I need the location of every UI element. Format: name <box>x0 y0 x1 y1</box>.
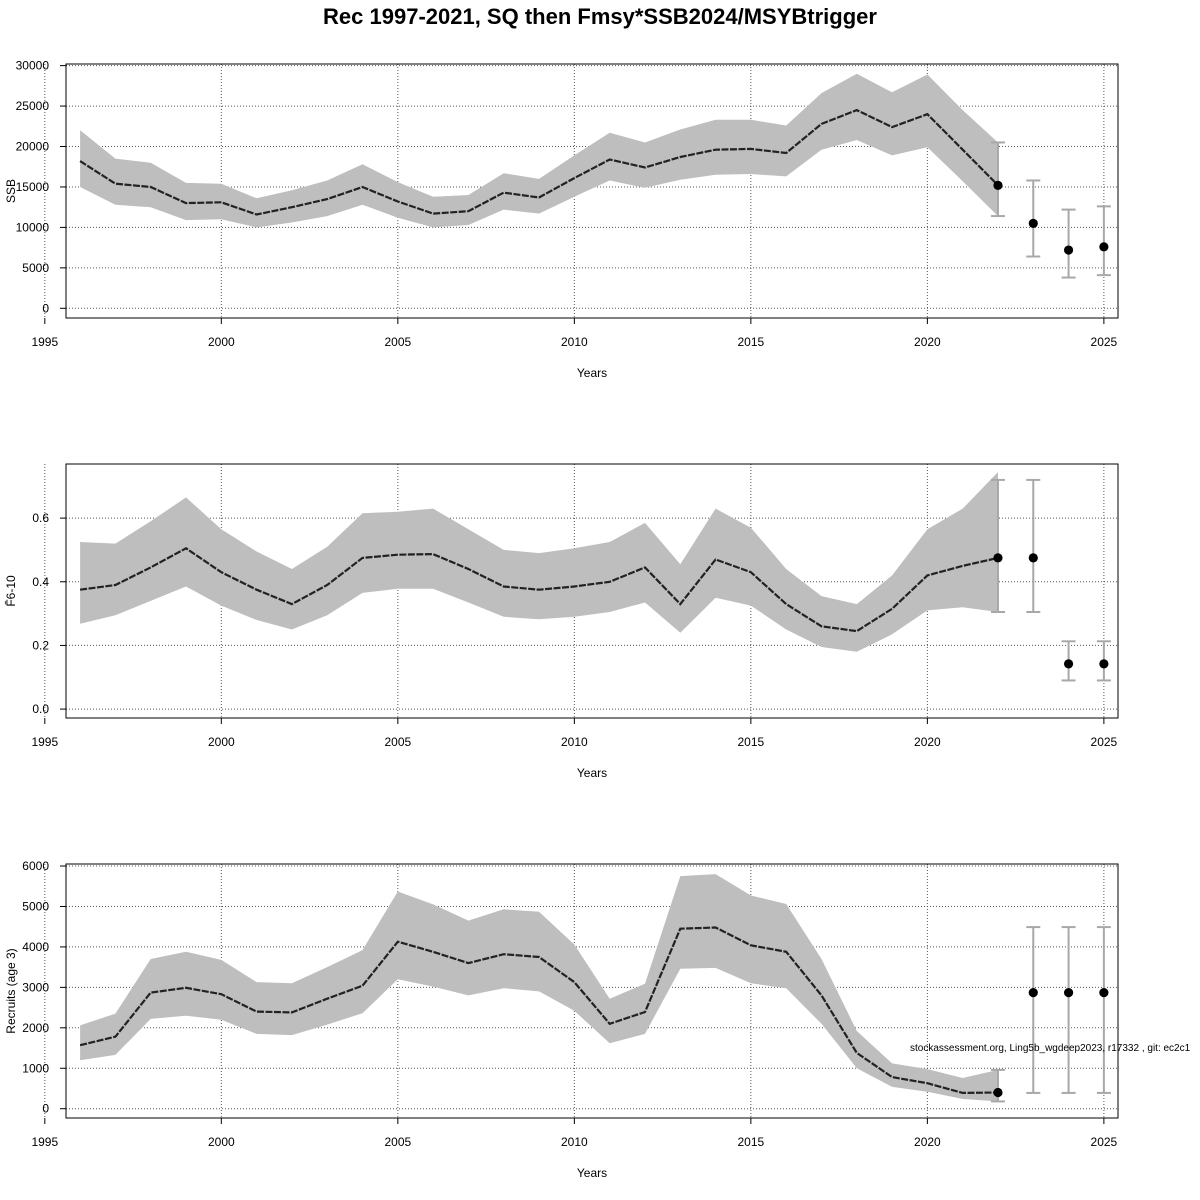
confidence-band <box>80 472 999 652</box>
forecast-point <box>993 553 1003 563</box>
recruits-panel: 1995 2000 2005 2010 2015 2020 2025 0 1000 2000 300… <box>4 859 1119 1180</box>
forecast-point <box>993 180 1003 190</box>
x-axis-label: Years <box>577 366 607 380</box>
x-axis-label: Years <box>577 1166 607 1180</box>
y-tick-label: 20000 <box>16 140 50 154</box>
forecast-point <box>1028 988 1038 998</box>
chart-title: Rec 1997-2021, SQ then Fmsy*SSB2024/MSYB… <box>323 4 877 29</box>
y-tick-label: 0.4 <box>32 575 49 589</box>
x-tick-label: 2025 <box>1091 735 1118 749</box>
y-tick-label: 0.6 <box>32 511 49 525</box>
x-tick-label: 2000 <box>208 335 235 349</box>
forecast-point <box>1063 245 1074 255</box>
confidence-band <box>80 874 999 1102</box>
x-tick-label: 2010 <box>561 335 588 349</box>
y-tick-label: 0.2 <box>32 638 49 652</box>
x-tick-label: 1995 <box>31 735 58 749</box>
y-tick-label: 5000 <box>22 261 49 275</box>
plot-frame <box>65 63 1119 319</box>
x-tick-label: 2015 <box>738 735 765 749</box>
estimate-line <box>79 108 999 216</box>
forecast-point <box>1063 988 1074 998</box>
x-tick-label: 1995 <box>31 335 58 349</box>
forecast-point <box>1099 659 1109 669</box>
y-tick-label: 30000 <box>16 59 50 73</box>
x-tick-label: 2025 <box>1091 335 1118 349</box>
x-tick-label: 2020 <box>914 735 941 749</box>
footnote: stockassessment.org, Ling5b_wgdeep2023, … <box>910 1043 1191 1054</box>
y-axis-label: Recruits (age 3) <box>4 948 18 1033</box>
x-axis-label: Years <box>577 766 607 780</box>
x-tick-label: 2025 <box>1091 1135 1118 1149</box>
y-tick-label: 4000 <box>22 940 49 954</box>
estimate-line <box>79 547 999 633</box>
y-tick-label: 0 <box>42 1102 49 1116</box>
y-tick-label: 2000 <box>22 1021 49 1035</box>
y-tick-label: 10000 <box>16 220 50 234</box>
x-tick-label: 2000 <box>208 735 235 749</box>
fishing-mortality-panel: 1995 2000 2005 2010 2015 2020 2025 0.0 0.2 0.4 0.6… <box>4 463 1119 780</box>
x-tick-label: 2000 <box>208 1135 235 1149</box>
y-tick-label: 6000 <box>22 859 49 873</box>
y-tick-label: 0 <box>42 301 49 315</box>
forecast-point <box>1099 242 1109 252</box>
y-tick-label: 15000 <box>16 180 50 194</box>
y-tick-label: 1000 <box>22 1061 49 1075</box>
x-tick-label: 2010 <box>561 735 588 749</box>
x-tick-label: 1995 <box>31 1135 58 1149</box>
confidence-band <box>80 73 999 228</box>
estimate-line <box>79 926 999 1095</box>
plot-frame <box>65 863 1119 1119</box>
forecast-point <box>1028 218 1038 228</box>
ssb-panel: 1995 2000 2005 2010 2015 2020 2025 0 5000 10000 15… <box>4 59 1119 380</box>
x-tick-label: 2010 <box>561 1135 588 1149</box>
x-tick-label: 2015 <box>738 1135 765 1149</box>
forecast-point <box>1028 553 1038 563</box>
x-tick-label: 2005 <box>384 335 411 349</box>
y-tick-label: 0.0 <box>32 702 49 716</box>
x-tick-label: 2005 <box>384 1135 411 1149</box>
y-tick-label: 25000 <box>16 99 50 113</box>
y-tick-label: 5000 <box>22 899 49 913</box>
plot-frame <box>65 463 1119 719</box>
forecast-point <box>1099 988 1109 998</box>
x-tick-label: 2020 <box>914 1135 941 1149</box>
x-tick-label: 2005 <box>384 735 411 749</box>
forecast-point <box>1063 659 1074 669</box>
x-tick-label: 2020 <box>914 335 941 349</box>
x-tick-label: 2015 <box>738 335 765 349</box>
y-axis-label: SSB <box>4 179 18 203</box>
y-axis-label: F̄6-10 <box>4 575 18 607</box>
y-tick-label: 3000 <box>22 980 49 994</box>
forecast-point <box>993 1087 1003 1098</box>
